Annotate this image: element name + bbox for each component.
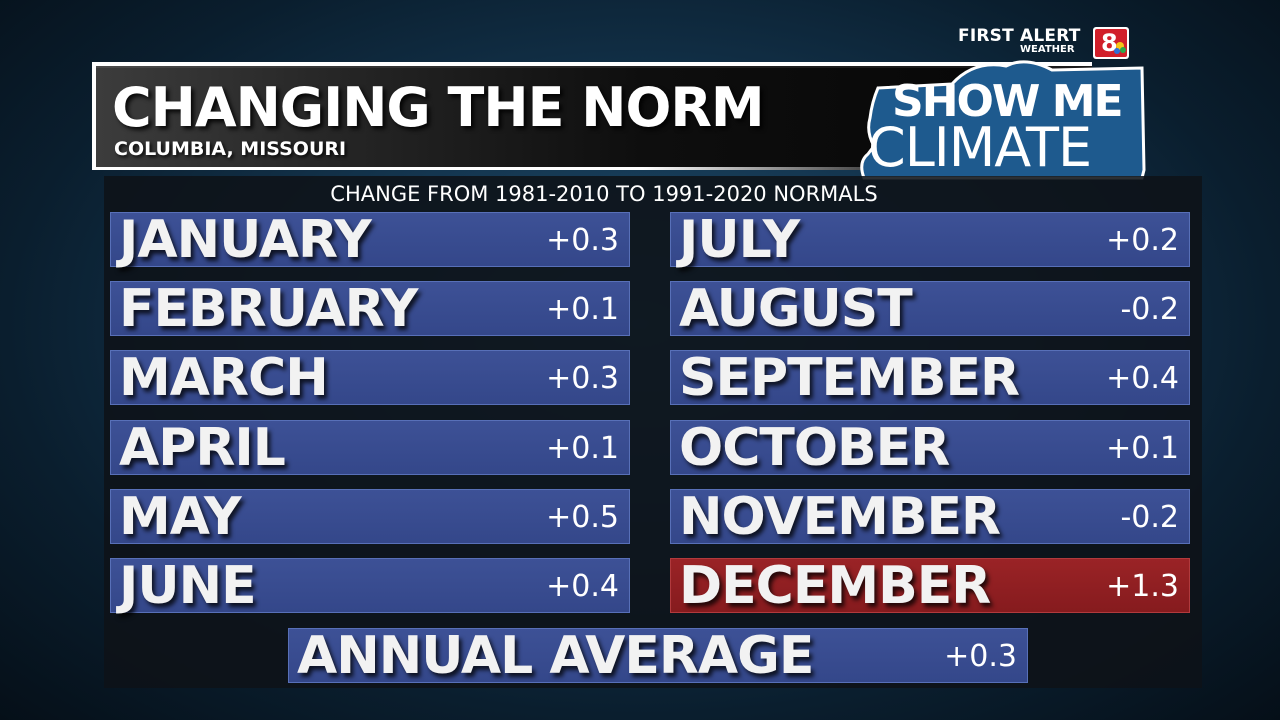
badge-climate: CLIMATE bbox=[868, 116, 1092, 179]
badge-show-me: SHOW ME bbox=[892, 76, 1124, 127]
month-label: JUNE bbox=[119, 556, 257, 616]
station-branding: FIRST ALERT WEATHER 8 bbox=[958, 26, 1133, 60]
month-row-september: SEPTEMBER +0.4 bbox=[670, 348, 1190, 408]
month-row-july: JULY +0.2 bbox=[670, 210, 1190, 270]
month-label: MARCH bbox=[119, 348, 329, 408]
month-row-august: AUGUST -0.2 bbox=[670, 279, 1190, 339]
annual-label: ANNUAL AVERAGE bbox=[297, 626, 814, 686]
month-row-june: JUNE +0.4 bbox=[110, 556, 630, 616]
month-change: -0.2 bbox=[1120, 500, 1179, 535]
page-title: CHANGING THE NORM bbox=[112, 76, 765, 139]
channel-8-logo-icon: 8 bbox=[1093, 27, 1129, 59]
month-label: OCTOBER bbox=[679, 418, 950, 478]
month-label: MAY bbox=[119, 487, 242, 547]
month-label: SEPTEMBER bbox=[679, 348, 1020, 408]
month-change: +0.1 bbox=[546, 292, 619, 327]
title-banner: CHANGING THE NORM COLUMBIA, MISSOURI bbox=[92, 62, 1092, 170]
month-change: +0.4 bbox=[546, 569, 619, 604]
month-change: +0.1 bbox=[1106, 431, 1179, 466]
month-row-may: MAY +0.5 bbox=[110, 487, 630, 547]
month-change: -0.2 bbox=[1120, 292, 1179, 327]
month-row-december: DECEMBER +1.3 bbox=[670, 556, 1190, 616]
month-label: DECEMBER bbox=[679, 556, 991, 616]
month-change: +0.3 bbox=[546, 223, 619, 258]
month-change: +1.3 bbox=[1106, 569, 1179, 604]
brand-weather: WEATHER bbox=[1020, 44, 1075, 55]
show-me-climate-badge: SHOW ME CLIMATE bbox=[856, 58, 1148, 180]
svg-text:8: 8 bbox=[1101, 29, 1118, 57]
annual-average-row: ANNUAL AVERAGE +0.3 bbox=[288, 626, 1028, 686]
month-change: +0.3 bbox=[546, 361, 619, 396]
month-label: NOVEMBER bbox=[679, 487, 1001, 547]
month-row-january: JANUARY +0.3 bbox=[110, 210, 630, 270]
month-row-february: FEBRUARY +0.1 bbox=[110, 279, 630, 339]
month-row-november: NOVEMBER -0.2 bbox=[670, 487, 1190, 547]
table-header: CHANGE FROM 1981-2010 TO 1991-2020 NORMA… bbox=[330, 182, 878, 206]
month-label: JANUARY bbox=[119, 210, 372, 270]
month-row-march: MARCH +0.3 bbox=[110, 348, 630, 408]
month-row-october: OCTOBER +0.1 bbox=[670, 418, 1190, 478]
month-label: AUGUST bbox=[679, 279, 913, 339]
month-change: +0.5 bbox=[546, 500, 619, 535]
normals-panel: CHANGE FROM 1981-2010 TO 1991-2020 NORMA… bbox=[104, 176, 1202, 688]
missouri-outline-icon bbox=[860, 60, 1146, 180]
month-label: FEBRUARY bbox=[119, 279, 418, 339]
month-label: APRIL bbox=[119, 418, 286, 478]
brand-first-alert: FIRST ALERT bbox=[958, 26, 1081, 46]
month-change: +0.2 bbox=[1106, 223, 1179, 258]
location-subtitle: COLUMBIA, MISSOURI bbox=[114, 138, 347, 160]
month-row-april: APRIL +0.1 bbox=[110, 418, 630, 478]
month-change: +0.4 bbox=[1106, 361, 1179, 396]
month-change: +0.1 bbox=[546, 431, 619, 466]
month-label: JULY bbox=[679, 210, 800, 270]
annual-change: +0.3 bbox=[944, 639, 1017, 674]
